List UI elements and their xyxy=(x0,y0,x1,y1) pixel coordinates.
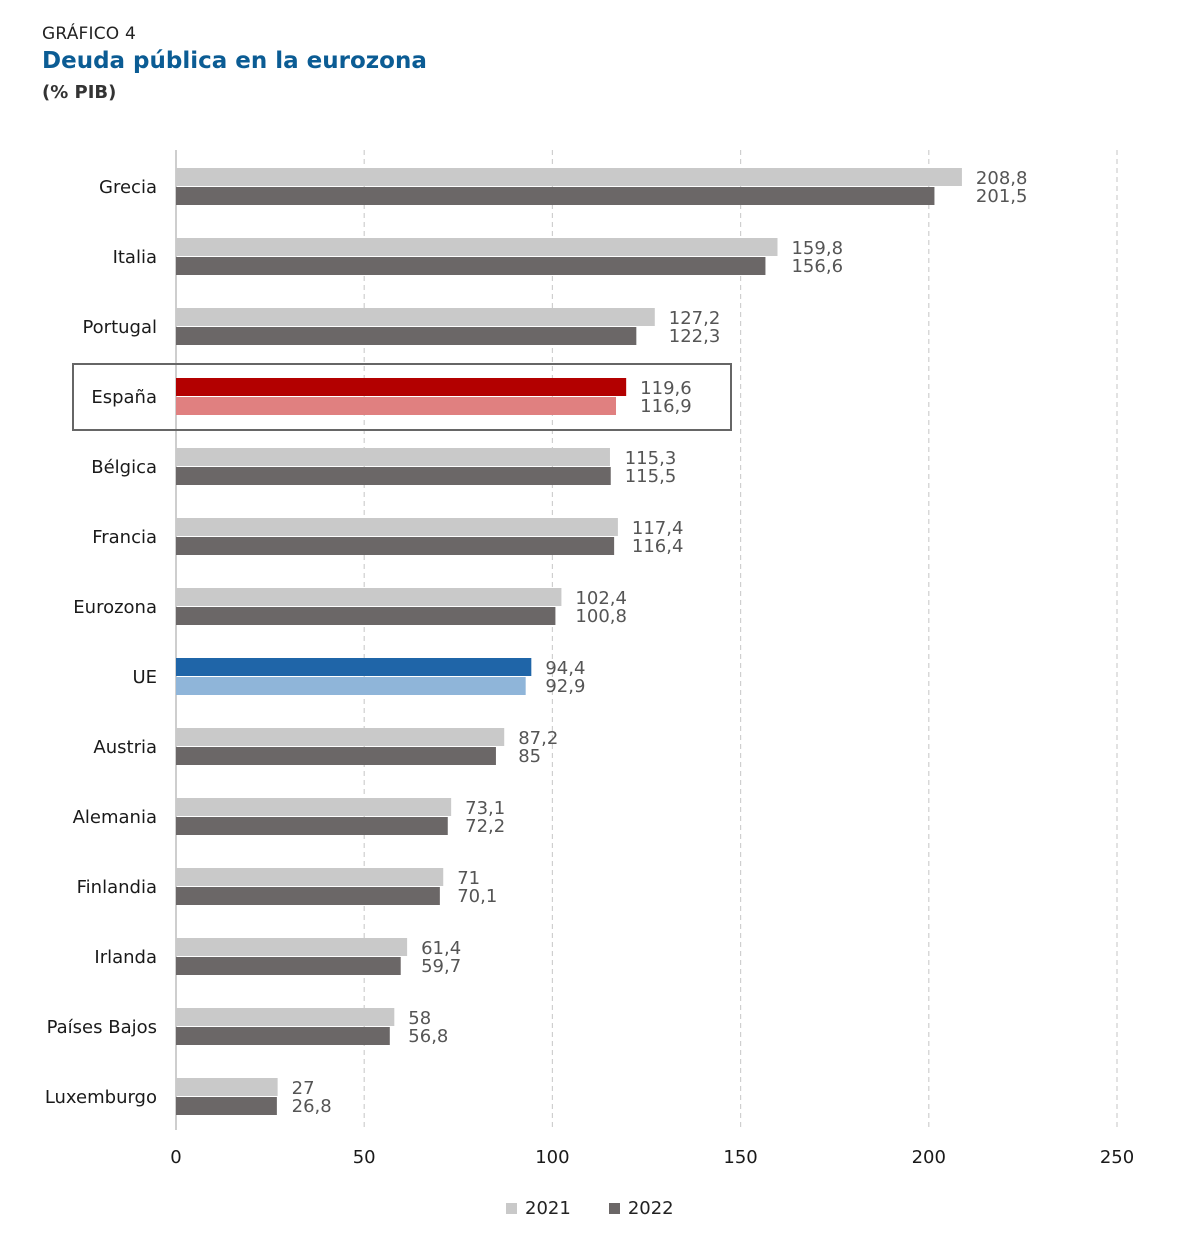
bar-2021 xyxy=(176,448,610,466)
chart-subtitle: (% PIB) xyxy=(42,82,117,103)
data-label-2021: 73,1 xyxy=(465,798,505,819)
highlight-box xyxy=(72,363,732,431)
bar-2022 xyxy=(176,1097,277,1115)
chart-legend: 2021 2022 xyxy=(506,1198,674,1219)
bar-2021 xyxy=(176,588,562,606)
bar-2022 xyxy=(176,747,496,765)
category-label: Finlandia xyxy=(77,877,157,898)
data-label-2022: 115,5 xyxy=(625,466,677,487)
bar-2021 xyxy=(176,658,532,676)
data-label-2022: 70,1 xyxy=(457,886,497,907)
chart-header: GRÁFICO 4 Deuda pública en la eurozona (… xyxy=(42,24,427,103)
legend-label-2021: 2021 xyxy=(525,1198,571,1219)
x-tick-label: 100 xyxy=(535,1147,569,1168)
bar-2022 xyxy=(176,817,448,835)
data-label-2022: 59,7 xyxy=(421,956,461,977)
category-label: Portugal xyxy=(82,317,157,338)
chart-title: Deuda pública en la eurozona xyxy=(42,48,427,74)
category-label: Alemania xyxy=(73,807,157,828)
bar-2021 xyxy=(176,378,627,396)
data-label-2021: 87,2 xyxy=(518,728,558,749)
data-label-2022: 85 xyxy=(518,746,541,767)
bar-2021 xyxy=(176,728,505,746)
bar-2022 xyxy=(176,327,637,345)
bar-2021 xyxy=(176,798,452,816)
x-tick-label: 200 xyxy=(912,1147,946,1168)
category-label: Luxemburgo xyxy=(45,1087,157,1108)
data-label-2022: 122,3 xyxy=(669,326,721,347)
bar-2021 xyxy=(176,1078,278,1096)
data-label-2021: 208,8 xyxy=(976,168,1028,189)
data-label-2021: 115,3 xyxy=(625,448,677,469)
x-tick-label: 50 xyxy=(353,1147,376,1168)
data-label-2021: 27 xyxy=(292,1078,315,1099)
data-label-2021: 159,8 xyxy=(791,238,843,259)
bar-2022 xyxy=(176,1027,390,1045)
data-label-2021: 58 xyxy=(408,1008,431,1029)
bar-2022 xyxy=(176,957,401,975)
bar-2021 xyxy=(176,238,778,256)
data-label-2022: 72,2 xyxy=(465,816,505,837)
x-tick-label: 150 xyxy=(723,1147,757,1168)
bar-2022 xyxy=(176,887,440,905)
category-label: Francia xyxy=(92,527,157,548)
legend-swatch-2021 xyxy=(506,1203,517,1214)
category-label: UE xyxy=(132,667,157,688)
bar-2022 xyxy=(176,677,526,695)
data-label-2022: 56,8 xyxy=(408,1026,448,1047)
data-label-2021: 61,4 xyxy=(421,938,461,959)
category-label: Eurozona xyxy=(73,597,157,618)
bar-2021 xyxy=(176,308,655,326)
data-label-2022: 92,9 xyxy=(545,676,585,697)
category-label: España xyxy=(91,387,157,408)
x-tick-label: 0 xyxy=(170,1147,181,1168)
data-label-2021: 94,4 xyxy=(545,658,585,679)
chart-kicker: GRÁFICO 4 xyxy=(42,24,136,44)
x-tick-label: 250 xyxy=(1100,1147,1134,1168)
data-label-2022: 116,4 xyxy=(632,536,684,557)
category-label: Grecia xyxy=(99,177,157,198)
bar-2022 xyxy=(176,467,611,485)
data-label-2021: 117,4 xyxy=(632,518,684,539)
data-label-2021: 119,6 xyxy=(640,378,692,399)
legend-swatch-2022 xyxy=(608,1203,620,1214)
bar-2021 xyxy=(176,168,962,186)
bar-2022 xyxy=(176,607,556,625)
category-label: Italia xyxy=(113,247,157,268)
data-label-2021: 71 xyxy=(457,868,480,889)
data-label-2022: 156,6 xyxy=(791,256,843,277)
bar-2022 xyxy=(176,537,615,555)
bar-2021 xyxy=(176,1008,395,1026)
bar-2021 xyxy=(176,938,408,956)
category-label: Bélgica xyxy=(91,457,157,478)
data-label-2021: 102,4 xyxy=(575,588,627,609)
data-label-2022: 201,5 xyxy=(976,186,1028,207)
bar-2022 xyxy=(176,397,617,415)
data-label-2021: 127,2 xyxy=(669,308,721,329)
legend-label-2022: 2022 xyxy=(627,1198,674,1219)
category-label: Países Bajos xyxy=(47,1017,157,1038)
legend-item-2022: 2022 xyxy=(608,1198,674,1219)
category-label: Irlanda xyxy=(94,947,157,968)
bar-2021 xyxy=(176,518,618,536)
bar-2022 xyxy=(176,257,766,275)
legend-item-2021: 2021 xyxy=(506,1198,571,1219)
data-label-2022: 116,9 xyxy=(640,396,692,417)
category-label: Austria xyxy=(93,737,157,758)
data-label-2022: 100,8 xyxy=(575,606,627,627)
bar-2021 xyxy=(176,868,444,886)
data-label-2022: 26,8 xyxy=(292,1096,332,1117)
bar-2022 xyxy=(176,187,935,205)
